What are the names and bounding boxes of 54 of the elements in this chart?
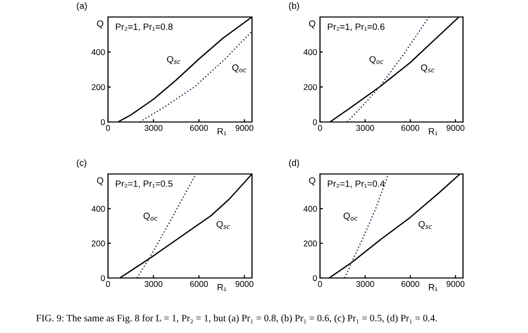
y-tick-label: 200 <box>92 84 105 90</box>
y-tick-label: 200 <box>304 240 317 246</box>
series-label: Q$_{sc}$ <box>421 64 434 72</box>
y-tick-label: 400 <box>92 206 105 212</box>
y-tick-label: 400 <box>304 49 317 56</box>
x-tick-label: 6000 <box>401 281 420 287</box>
x-tick-label: 0 <box>106 281 110 287</box>
x-tick-label: 0 <box>106 125 110 131</box>
y-tick-label: 200 <box>304 84 317 90</box>
y-tick-label: 200 <box>92 240 105 246</box>
y-axis-title: Q <box>309 177 316 186</box>
y-axis-title: Q <box>309 20 316 28</box>
x-tick-label: 3000 <box>144 281 162 287</box>
x-tick-label: 0 <box>318 125 322 131</box>
y-tick-label: 0 <box>100 119 105 126</box>
x-tick-label: 9000 <box>236 125 254 131</box>
y-tick-label: 0 <box>312 119 317 126</box>
line-series <box>139 30 252 122</box>
caption: FIG. 9: The same as Fig. 8 for L = 1, Pr₂ = 1, but (a) Pr₁ = 0.8, (b) Pr₁ = 0.6, (c) Pr₁ = 0.5, (d) Pr₁ = 0.4. <box>36 314 437 324</box>
text: (c) <box>76 159 86 168</box>
x-axis-title: R₁ <box>218 128 226 136</box>
series-label: Q$_{oc}$ <box>232 64 246 72</box>
series-label: Q$_{oc}$ <box>144 212 158 221</box>
x-tick-label: 3000 <box>356 281 374 287</box>
x-axis-title: R₁ <box>428 128 438 136</box>
series-label: Q$_{oc}$ <box>370 56 384 64</box>
x-tick-label: 3000 <box>356 125 374 131</box>
y-axis-title: Q <box>97 177 104 186</box>
text: (b) <box>289 2 300 11</box>
x-tick-label: 9000 <box>236 281 254 287</box>
series-label: Q$_{oc}$ <box>344 212 358 221</box>
x-axis-title: R₁ <box>428 284 438 292</box>
x-tick-label: 6000 <box>401 125 420 131</box>
y-tick-label: 400 <box>92 49 105 56</box>
x-tick-label: 9000 <box>446 125 464 131</box>
y-tick-label: 400 <box>304 206 317 212</box>
x-tick-label: 0 <box>318 281 322 287</box>
y-axis-title: Q <box>97 20 104 28</box>
text: (d) <box>289 159 300 168</box>
x-tick-label: 6000 <box>190 125 208 131</box>
annotation: Pr₂=1, Pr₁=0.5 <box>116 180 173 188</box>
y-tick-label: 0 <box>100 275 105 282</box>
annotation: Pr₂=1, Pr₁=0.8 <box>116 24 173 31</box>
annotation: Pr₂=1, Pr₁=0.4 <box>328 180 385 188</box>
series-label: Q$_{sc}$ <box>418 220 432 229</box>
x-tick-label: 6000 <box>190 281 208 287</box>
y-tick-label: 0 <box>312 275 317 282</box>
text: (a) <box>76 2 87 11</box>
annotation: Pr₂=1, Pr₁=0.6 <box>328 24 384 31</box>
x-tick-label: 9000 <box>446 281 464 287</box>
x-axis-title: R₁ <box>218 284 226 292</box>
series-label: Q$_{sc}$ <box>216 220 230 229</box>
x-tick-label: 3000 <box>144 125 162 131</box>
series-label: Q$_{sc}$ <box>167 56 180 64</box>
